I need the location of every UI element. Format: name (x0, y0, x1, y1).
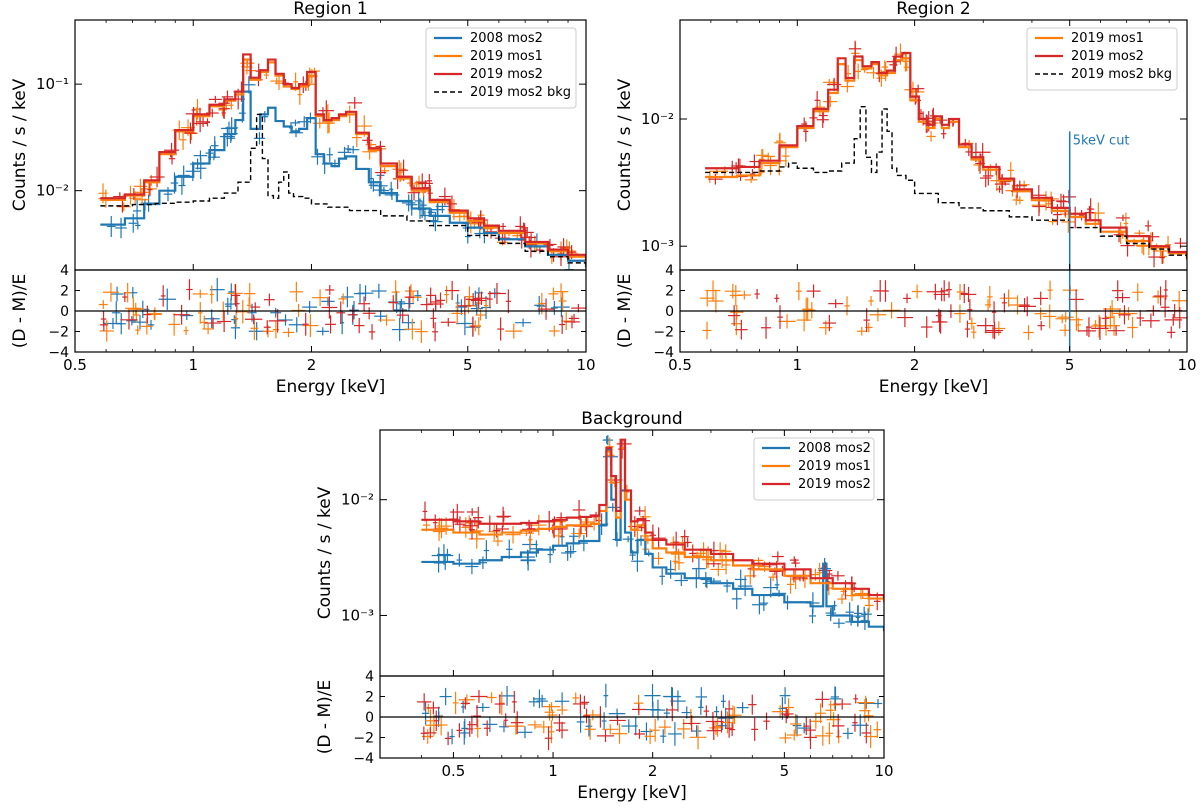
legend-entry: 2019 mos2 bkg (1071, 67, 1172, 82)
x-axis-label: Energy [keV] (879, 377, 989, 397)
res-y-tick-label: 2 (60, 284, 69, 300)
x-tick-label: 1 (188, 356, 198, 374)
legend: 2008 mos2 2019 mos1 2019 mos2 2019 mos2 bkg (425, 27, 577, 109)
panel-title: Region 2 (896, 0, 970, 19)
series-line-2008-mos2 (421, 448, 884, 632)
res-y-tick-label: −4 (653, 345, 674, 361)
x-tick-label: 5 (780, 762, 790, 780)
legend-entry: 2008 mos2 (798, 441, 871, 456)
res-y-tick-label: −4 (48, 345, 69, 361)
y-tick-label: 10⁻² (641, 110, 674, 128)
series-line-2019-mos2 (705, 51, 1187, 259)
x-tick-label: 0.5 (63, 356, 87, 374)
res-y-tick-label: 0 (60, 304, 69, 320)
residuals-layer (699, 280, 1187, 340)
x-tick-label: 5 (1065, 356, 1075, 374)
series-line-2019-mos2-bkg (705, 105, 1187, 260)
res-y-axis-label: (D - M)/E (615, 274, 635, 348)
x-tick-label: 0.5 (668, 356, 692, 374)
res-y-tick-label: 0 (365, 710, 374, 726)
residuals-layer (98, 277, 586, 343)
y-axis-label: Counts / s / keV (315, 486, 335, 619)
chart-region2: Region 2 5keV cut 0.5 1 2 5 10 10⁻³ 10⁻² −4 −2 0 2 4 E… (615, 0, 1197, 397)
series-line-2019-mos2-bkg (100, 113, 586, 268)
y-tick-label: 10⁻² (36, 182, 69, 200)
legend-entry: 2019 mos1 (798, 459, 871, 474)
legend-box (1026, 27, 1178, 91)
x-tick-label: 10 (1177, 356, 1196, 374)
res-y-tick-label: −2 (353, 731, 374, 747)
legend-entry: 2019 mos2 bkg (470, 85, 571, 100)
x-tick-label: 2 (648, 762, 658, 780)
x-tick-label: 0.5 (441, 762, 465, 780)
legend: 2019 mos1 2019 mos2 2019 mos2 bkg (1026, 27, 1178, 91)
series-line-2019-mos2 (100, 53, 586, 261)
x-tick-label: 1 (793, 356, 803, 374)
spectra-layer (421, 435, 884, 632)
legend-entry: 2019 mos2 (470, 67, 543, 82)
chart-region1: Region 1 0.5 1 2 5 10 10⁻² 10⁻¹ −4 −2 0 2 4 Energy [k… (10, 0, 596, 397)
series-line-2008-mos2 (100, 90, 586, 268)
res-y-tick-label: 4 (60, 263, 69, 279)
x-tick-label: 10 (576, 356, 595, 374)
y-axis-label: Counts / s / keV (10, 78, 30, 211)
y-tick-label: 10⁻¹ (36, 75, 69, 93)
y-tick-label: 10⁻³ (341, 606, 374, 624)
x-tick-label: 10 (874, 762, 893, 780)
legend-entry: 2019 mos2 (1071, 49, 1144, 64)
x-axis-label: Energy [keV] (577, 783, 687, 803)
legend-entry: 2008 mos2 (470, 31, 543, 46)
y-tick-label: 10⁻³ (641, 237, 674, 255)
panel-title: Region 1 (293, 0, 367, 19)
panel-title: Background (581, 409, 682, 429)
x-tick-label: 1 (548, 762, 558, 780)
x-tick-label: 2 (307, 356, 317, 374)
res-y-tick-label: 2 (365, 690, 374, 706)
series-line-2019-mos2 (421, 438, 884, 599)
res-y-tick-label: 2 (665, 284, 674, 300)
cut-label: 5keV cut (1073, 134, 1130, 149)
res-y-tick-label: −2 (48, 325, 69, 341)
y-axis-label: Counts / s / keV (615, 78, 635, 211)
legend-entry: 2019 mos1 (1071, 31, 1144, 46)
residuals-layer (416, 683, 883, 751)
res-y-axis-label: (D - M)/E (315, 680, 335, 754)
legend: 2008 mos2 2019 mos1 2019 mos2 (753, 437, 875, 501)
legend-entry: 2019 mos2 (798, 477, 871, 492)
x-tick-label: 5 (463, 356, 473, 374)
x-axis-label: Energy [keV] (276, 377, 386, 397)
legend-box (425, 27, 577, 109)
series-line-2019-mos1 (421, 446, 884, 603)
spectra-layer (705, 40, 1187, 268)
res-y-axis-label: (D - M)/E (10, 274, 30, 348)
spectra-layer (98, 53, 586, 270)
legend-entry: 2019 mos1 (470, 49, 543, 64)
res-y-tick-label: −4 (353, 751, 374, 767)
res-y-tick-label: −2 (653, 325, 674, 341)
res-y-tick-label: 4 (665, 263, 674, 279)
res-y-tick-label: 0 (665, 304, 674, 320)
y-tick-label: 10⁻² (341, 491, 374, 509)
x-tick-label: 2 (910, 356, 920, 374)
chart-background: Background 0.5 1 2 5 10 10⁻³ 10⁻² −4 −2 0 2 4 Energy … (315, 409, 894, 803)
res-y-tick-label: 4 (365, 669, 374, 685)
